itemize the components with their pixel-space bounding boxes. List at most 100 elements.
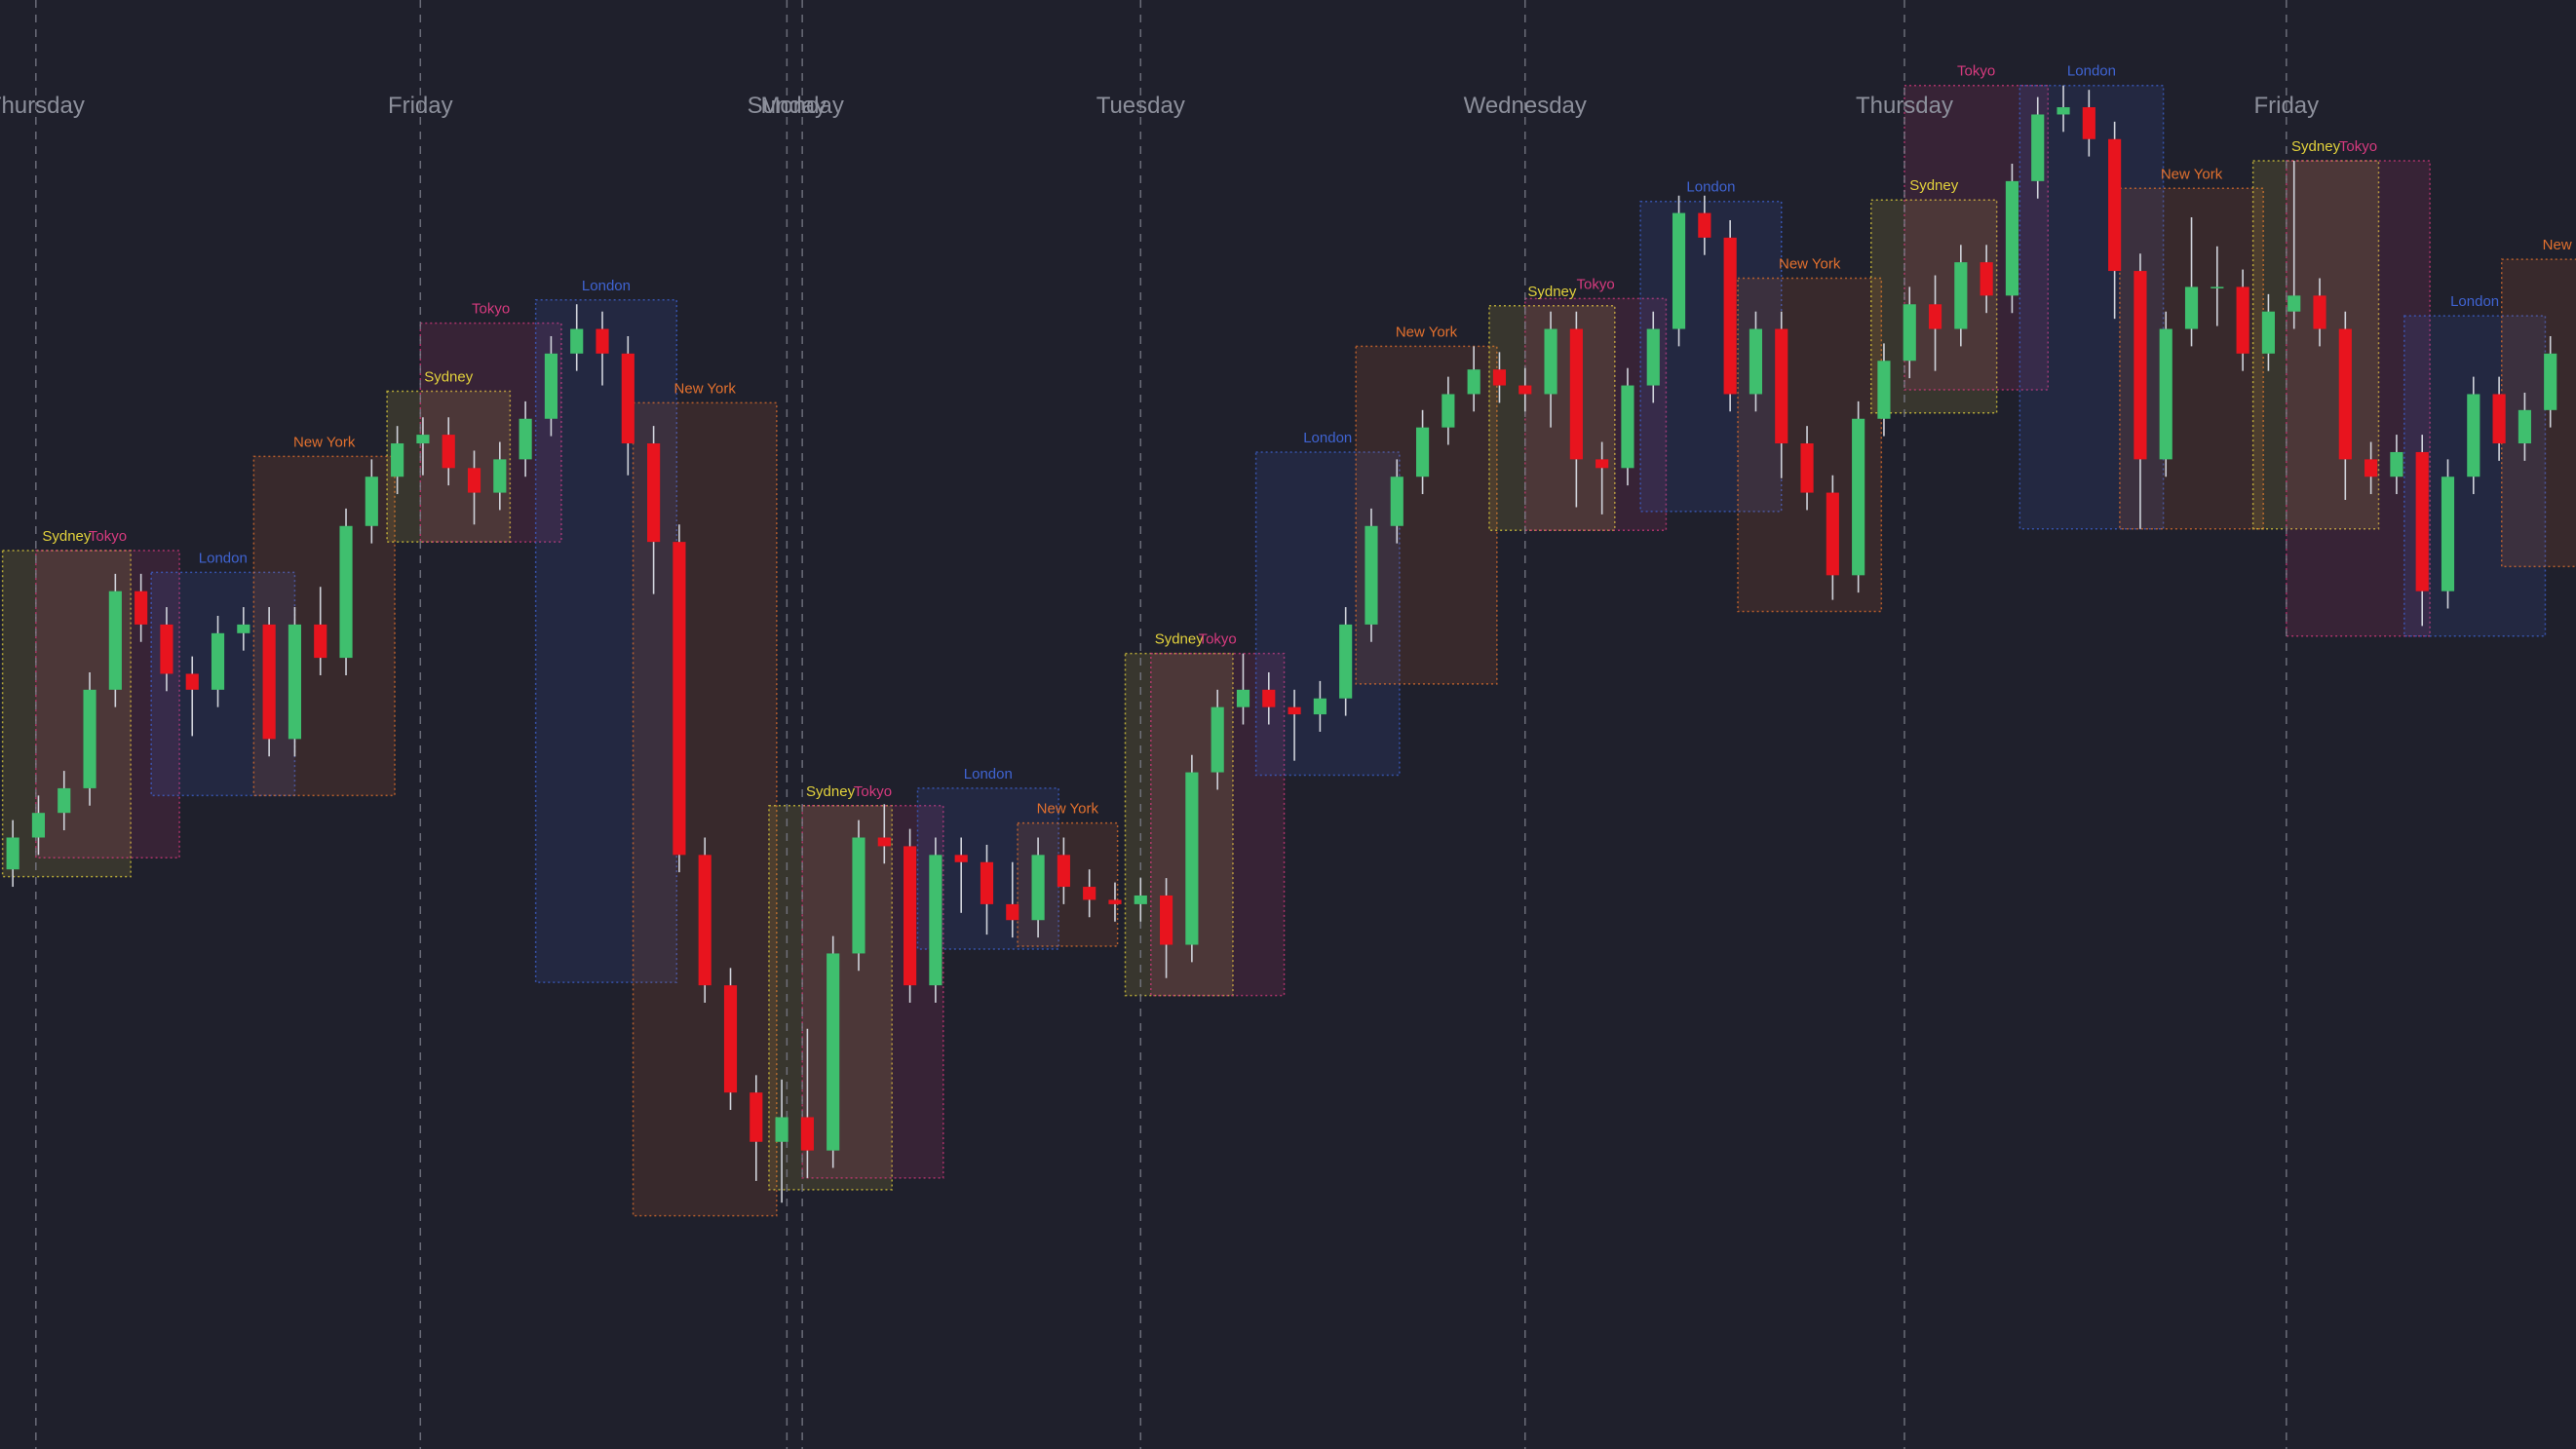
candle-body: [339, 525, 353, 659]
candle-body: [2544, 353, 2557, 410]
candle-body: [2288, 295, 2301, 312]
session-label: Tokyo: [1199, 631, 1237, 648]
candle-body: [1980, 262, 1993, 296]
session-box: [419, 322, 562, 543]
candle-body: [288, 624, 302, 740]
day-label: Monday: [760, 93, 843, 119]
session-label: London: [1686, 179, 1735, 196]
candle-body: [2390, 451, 2403, 477]
session-label: Sydney: [1155, 631, 1205, 648]
candle-body: [1262, 689, 1276, 707]
candle-body: [1031, 855, 1045, 921]
session-label: London: [1303, 430, 1352, 446]
candle-body: [1800, 443, 1814, 493]
candle-body: [1775, 328, 1788, 444]
candle-body: [1108, 899, 1122, 904]
candle-body: [2313, 295, 2326, 329]
candle-body: [1006, 903, 1019, 921]
candle-body: [827, 953, 840, 1151]
session-label: Sydney: [424, 368, 474, 385]
candle-body: [544, 353, 557, 419]
candle-body: [2236, 286, 2249, 354]
session-box: [35, 550, 180, 859]
candle-body: [2441, 477, 2455, 591]
candle-body: [365, 477, 378, 526]
candle-body: [2184, 286, 2199, 329]
candle-body: [416, 435, 430, 444]
candle-body: [83, 689, 96, 788]
session-label: New York: [2543, 237, 2576, 253]
candle-body: [2159, 328, 2172, 460]
candle-body: [723, 985, 738, 1093]
candle-body: [1211, 706, 1224, 773]
candle-body: [442, 435, 455, 469]
candle-body: [2492, 394, 2506, 444]
day-label: Thursday: [1856, 93, 1953, 119]
session-label: New York: [674, 380, 737, 397]
candle-body: [1390, 477, 1403, 526]
day-label: Thursday: [0, 93, 85, 119]
day-label: Wednesday: [1464, 93, 1587, 119]
session-label: Sydney: [806, 783, 856, 800]
candle-body: [2467, 394, 2480, 477]
candle-body: [1954, 262, 1968, 329]
candle-body: [2031, 114, 2045, 181]
candle-body: [1467, 369, 1480, 395]
candle-body: [698, 855, 711, 986]
session-label: Tokyo: [472, 301, 510, 318]
candle-body: [596, 328, 609, 354]
candle-body: [1596, 459, 1609, 469]
candle-body: [58, 787, 71, 814]
candle-body: [929, 855, 942, 986]
day-label: Sunday: [748, 93, 827, 119]
candle-body: [1569, 328, 1583, 460]
candle-body: [135, 591, 148, 625]
session-label: New York: [2161, 166, 2223, 182]
candle-body: [2082, 107, 2095, 139]
candle-body: [800, 1117, 814, 1151]
candle-body: [1442, 394, 1455, 428]
candle-body: [1288, 706, 1301, 715]
candle-body: [211, 632, 225, 690]
candle-body: [621, 353, 634, 444]
candle-body: [1928, 304, 1942, 329]
session-label: New York: [293, 434, 356, 450]
candle-body: [1083, 887, 1096, 900]
session-box: [2286, 160, 2431, 637]
session-label: Sydney: [1527, 284, 1577, 300]
session-label: London: [582, 278, 631, 294]
session-box: [1903, 84, 2050, 391]
candle-body: [493, 459, 507, 493]
session-label: London: [2450, 293, 2499, 310]
candle-body: [2108, 138, 2122, 272]
candle-body: [1852, 418, 1865, 576]
session-label: New York: [1396, 324, 1458, 340]
candle-body: [185, 673, 199, 690]
day-label: Friday: [2253, 93, 2319, 119]
candle-body: [954, 855, 968, 862]
session-label: Sydney: [1909, 177, 1959, 194]
candle-body: [237, 624, 250, 633]
candle-body: [2211, 286, 2224, 288]
candle-body: [1723, 237, 1737, 395]
candle-body: [2518, 409, 2531, 444]
candle-body: [1749, 328, 1763, 395]
candle-body: [519, 418, 532, 460]
candle-body: [2338, 328, 2352, 460]
candle-body: [1672, 212, 1686, 329]
candle-body: [6, 837, 19, 870]
candle-body: [1313, 698, 1326, 715]
session-label: Tokyo: [89, 528, 127, 545]
session-label: Tokyo: [854, 783, 892, 800]
candle-body: [1236, 689, 1250, 707]
candle-body: [1160, 895, 1173, 945]
candle-body: [1698, 212, 1711, 238]
session-label: Tokyo: [2339, 138, 2377, 155]
candle-body: [160, 624, 173, 674]
session-label: Sydney: [42, 528, 92, 545]
candle-body: [1621, 385, 1634, 469]
day-label: Friday: [388, 93, 453, 119]
candle-body: [2134, 271, 2147, 460]
